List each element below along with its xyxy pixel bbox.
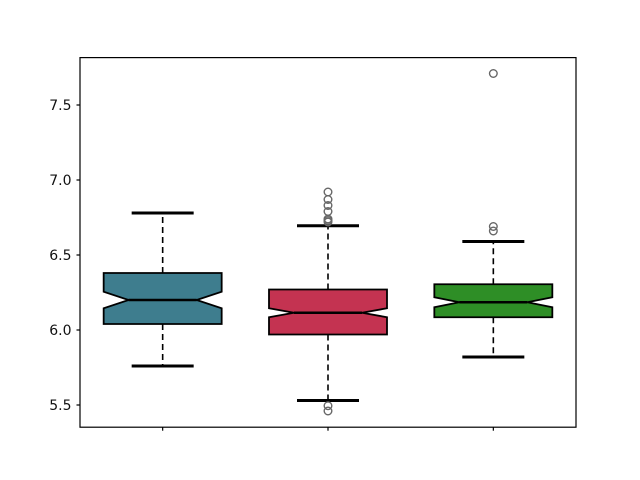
outlier-point: [323, 217, 333, 227]
notched-box-3: [433, 283, 554, 319]
outlier-point: [323, 194, 333, 204]
outlier-point: [488, 226, 498, 236]
outlier-point: [323, 401, 333, 411]
y-tick-label: 6.5: [49, 248, 71, 264]
y-tick-label: 7.5: [49, 98, 71, 114]
y-tick-label: 7.0: [49, 173, 71, 189]
y-tick-label: 6.0: [49, 323, 71, 339]
outlier-point: [323, 200, 333, 210]
outlier-point: [488, 68, 498, 78]
outlier-point: [323, 406, 333, 416]
outlier-point: [488, 221, 498, 231]
y-tick-label: 5.5: [49, 398, 71, 414]
notched-box-1: [102, 272, 223, 325]
